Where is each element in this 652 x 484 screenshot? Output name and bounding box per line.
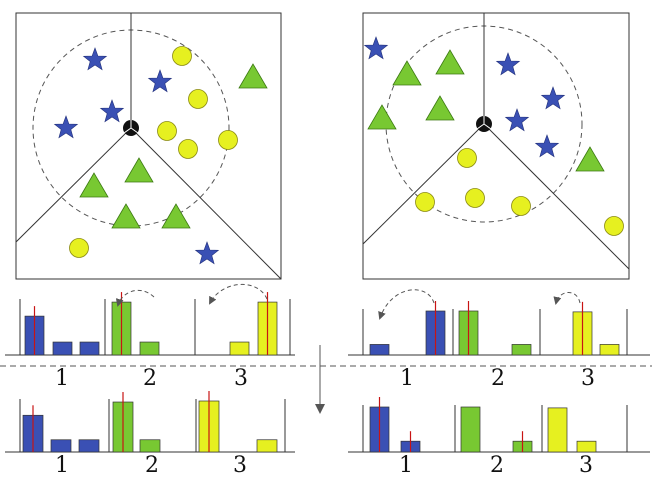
star-icon bbox=[504, 108, 530, 132]
circle-icon bbox=[188, 89, 208, 109]
right-panel-frame bbox=[362, 12, 630, 280]
histogram-bar bbox=[599, 344, 620, 356]
triangle-icon bbox=[367, 104, 397, 130]
left-panel bbox=[15, 12, 282, 280]
histogram-bar bbox=[256, 439, 278, 453]
triangle-icon bbox=[124, 157, 154, 183]
histogram-bar bbox=[52, 341, 73, 356]
triangle-icon bbox=[425, 95, 455, 121]
section-label-2: 2 bbox=[490, 453, 504, 478]
triangle-icon bbox=[238, 63, 268, 89]
circle-icon bbox=[604, 216, 624, 236]
circle-icon bbox=[457, 148, 477, 168]
circle-icon bbox=[69, 238, 89, 258]
histogram-bar bbox=[369, 344, 390, 356]
circle-icon bbox=[172, 46, 192, 66]
circle-icon bbox=[178, 139, 198, 159]
star-icon bbox=[540, 86, 566, 110]
triangle-icon bbox=[575, 146, 605, 172]
section-label-3: 3 bbox=[581, 366, 595, 391]
section-label-2: 2 bbox=[143, 366, 157, 391]
section-label-2: 2 bbox=[491, 366, 505, 391]
histogram-layer bbox=[5, 292, 650, 453]
histogram-bar bbox=[79, 341, 100, 356]
histogram-bar bbox=[78, 439, 100, 453]
right-shape-layer bbox=[363, 36, 624, 236]
circle-icon bbox=[511, 196, 531, 216]
star-icon bbox=[99, 99, 125, 123]
right-center-point bbox=[476, 116, 492, 132]
left-divider-left bbox=[15, 127, 132, 243]
circle-icon bbox=[415, 192, 435, 212]
histogram-bottom-right bbox=[348, 397, 650, 453]
circle-icon bbox=[465, 188, 485, 208]
left-center-point bbox=[123, 120, 139, 136]
star-icon bbox=[495, 52, 521, 76]
section-label-1: 1 bbox=[55, 453, 69, 478]
left-divider-right bbox=[130, 127, 282, 280]
section-label-3: 3 bbox=[234, 366, 248, 391]
section-label-3: 3 bbox=[579, 453, 593, 478]
histogram-bar bbox=[139, 341, 160, 356]
circle-icon bbox=[157, 121, 177, 141]
section-label-3: 3 bbox=[233, 453, 247, 478]
left-panel-frame bbox=[15, 12, 282, 280]
down-arrow-icon bbox=[315, 345, 325, 414]
histogram-bar bbox=[547, 407, 568, 453]
left-shape-layer bbox=[53, 46, 268, 265]
star-icon bbox=[534, 134, 560, 158]
section-label-1: 1 bbox=[400, 366, 414, 391]
histogram-top-left bbox=[5, 292, 295, 356]
triangle-icon bbox=[392, 60, 422, 86]
histogram-top-right bbox=[348, 301, 650, 356]
histogram-bar bbox=[460, 406, 481, 453]
histogram-bar bbox=[511, 344, 532, 356]
star-icon bbox=[363, 36, 389, 60]
right-panel bbox=[362, 12, 630, 280]
triangle-icon bbox=[161, 203, 191, 229]
histogram-bar bbox=[576, 440, 597, 453]
star-icon bbox=[53, 115, 79, 139]
triangle-icon bbox=[435, 49, 465, 75]
section-label-1: 1 bbox=[399, 453, 413, 478]
right-divider-right bbox=[483, 123, 630, 270]
histogram-bar bbox=[139, 439, 161, 453]
histogram-bar bbox=[50, 439, 72, 453]
curved-arrow-icon bbox=[115, 289, 155, 307]
star-icon bbox=[194, 241, 220, 265]
curved-arrow-icon bbox=[209, 284, 268, 305]
triangle-icon bbox=[111, 203, 141, 229]
right-divider-left bbox=[362, 123, 485, 245]
section-label-1: 1 bbox=[55, 366, 69, 391]
star-icon bbox=[147, 69, 173, 93]
star-icon bbox=[82, 47, 108, 71]
curved-arrow-icon bbox=[553, 292, 581, 305]
histogram-bar bbox=[229, 341, 250, 356]
circle-icon bbox=[218, 130, 238, 150]
triangle-icon bbox=[79, 172, 109, 198]
section-label-2: 2 bbox=[145, 453, 159, 478]
curved-arrow-icon bbox=[378, 289, 435, 320]
histogram-bottom-left bbox=[5, 391, 295, 453]
